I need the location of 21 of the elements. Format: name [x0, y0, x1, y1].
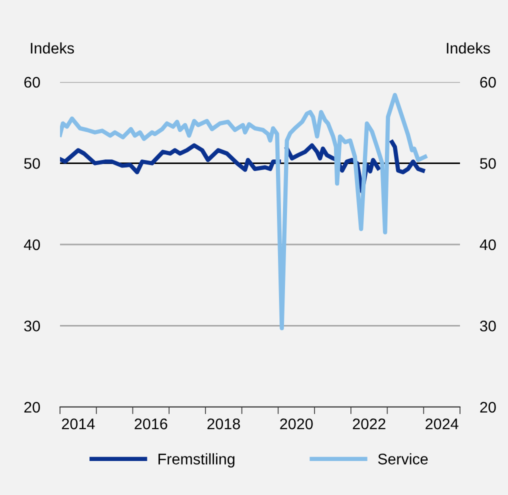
y2-tick-label: 50 [480, 158, 496, 169]
x-tick-label: 2024 [426, 418, 458, 430]
legend-label: Fremstilling [158, 453, 234, 468]
x-tick-label: 2016 [134, 418, 168, 430]
x-tick-label: 2022 [352, 418, 386, 430]
y-tick-label: 30 [24, 320, 40, 332]
y2-tick-label: 60 [480, 76, 496, 88]
legend-label: Service [378, 453, 428, 464]
y-tick-label: 40 [24, 239, 40, 250]
y2-axis-title: Indeks [446, 42, 490, 54]
y2-tick-label: 30 [480, 320, 496, 332]
x-tick-label: 2014 [62, 418, 95, 430]
y-axis-title: Indeks [30, 42, 74, 54]
x-tick-label: 2018 [207, 418, 240, 430]
y2-tick-label: 40 [480, 239, 496, 250]
y-tick-label: 60 [24, 76, 40, 88]
line-series [60, 92, 428, 330]
y-tick-label: 50 [24, 158, 40, 169]
y-tick-label: 20 [24, 402, 40, 413]
x-tick-label: 2020 [280, 418, 313, 430]
y2-tick-label: 20 [480, 402, 496, 413]
